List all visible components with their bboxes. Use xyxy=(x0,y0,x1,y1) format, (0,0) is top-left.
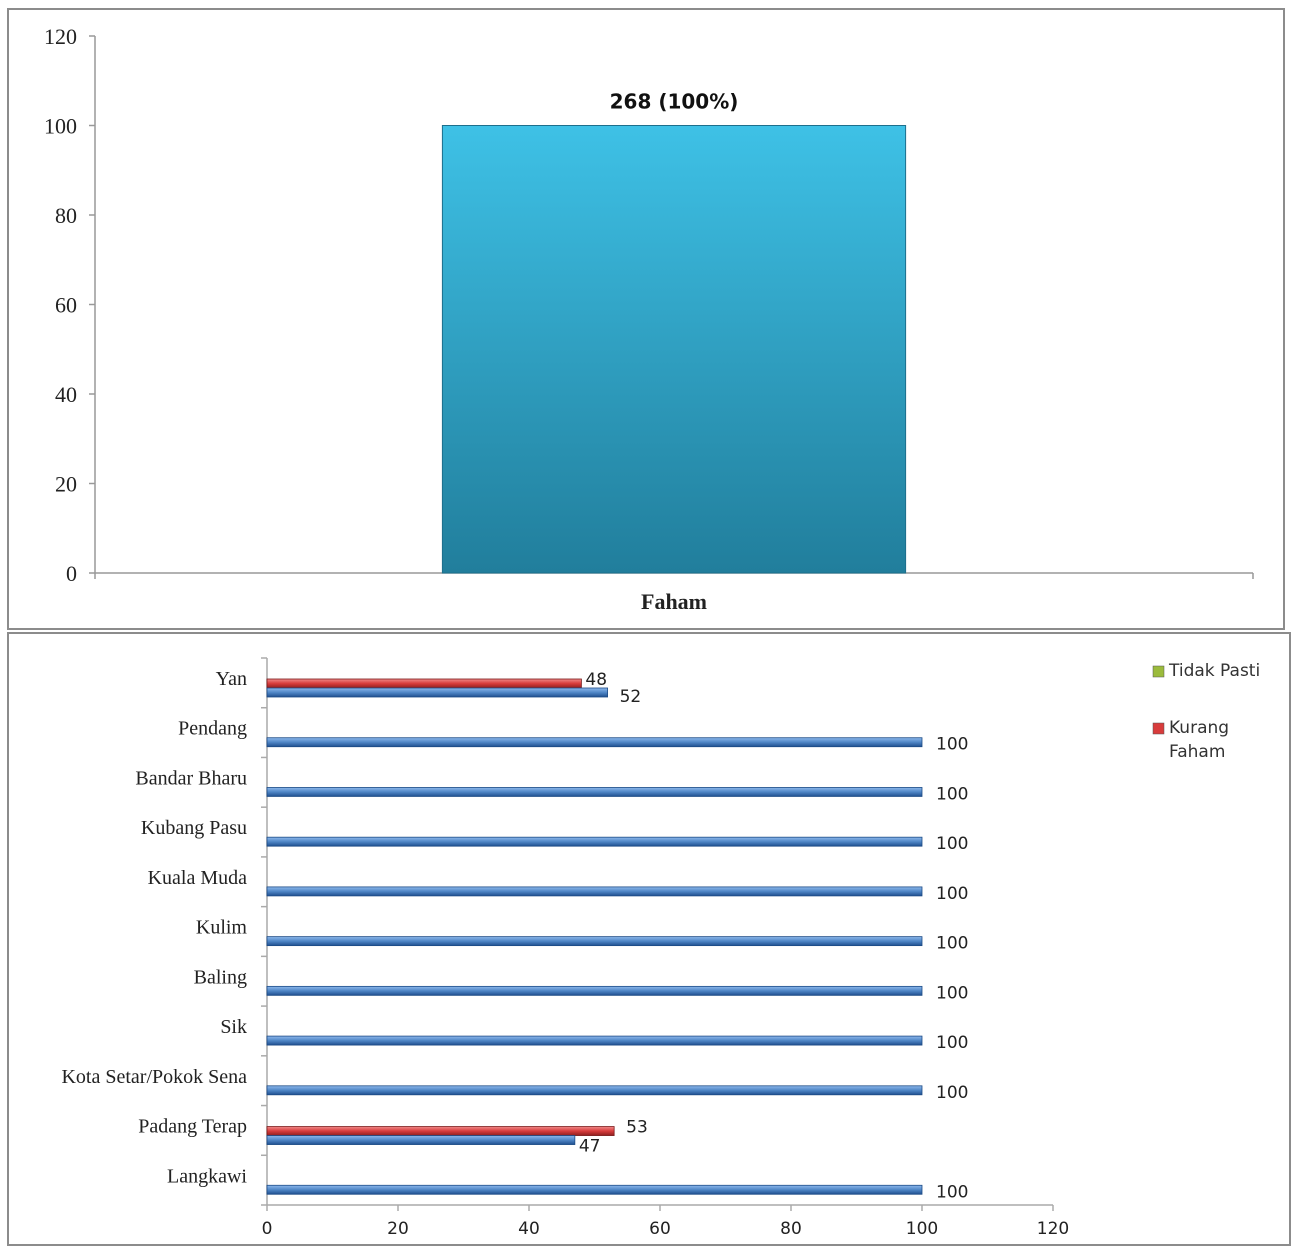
y-category-label: Bandar Bharu xyxy=(135,767,247,789)
bar-faham xyxy=(441,125,907,574)
bar-kurang-faham xyxy=(266,1126,615,1136)
bar-faham xyxy=(266,1184,923,1195)
bar-kurang-faham xyxy=(266,678,582,689)
x-tick-label: 120 xyxy=(1037,1219,1069,1239)
bar-faham xyxy=(266,1035,923,1046)
legend-swatch xyxy=(1152,665,1165,678)
bar-faham xyxy=(266,936,923,947)
data-label: 100 xyxy=(936,834,968,854)
bar-faham xyxy=(266,886,923,897)
y-category-label: Kota Setar/Pokok Sena xyxy=(61,1066,247,1088)
top-chart-panel: 0 20 40 60 80 100 120 268 (100%) Faham xyxy=(7,8,1285,630)
bar-faham xyxy=(266,737,923,748)
data-label: 268 (100%) xyxy=(610,90,739,114)
x-tick-label: 60 xyxy=(649,1219,671,1239)
data-label: 100 xyxy=(936,983,968,1003)
y-category-label: Langkawi xyxy=(167,1165,247,1187)
y-tick-label: 100 xyxy=(44,114,77,139)
bar-faham xyxy=(266,836,923,847)
y-tick-label: 20 xyxy=(55,472,77,497)
x-category-label: Faham xyxy=(641,589,707,614)
y-tick-label: 60 xyxy=(55,293,77,318)
y-category-label: Kulim xyxy=(196,917,248,939)
top-bar-chart: 0 20 40 60 80 100 120 268 (100%) Faham xyxy=(44,24,1254,614)
y-tick-label: 80 xyxy=(55,203,77,228)
y-category-label: Kubang Pasu xyxy=(141,817,247,839)
y-tick-label: 120 xyxy=(44,24,77,49)
bottom-chart-panel: 0 20 40 60 80 100 120 Yan 48 52 Pendang 100 Bandar B… xyxy=(7,632,1291,1246)
x-tick-label: 0 xyxy=(262,1219,273,1239)
legend-label: Tidak Pasti xyxy=(1168,661,1260,681)
bottom-bar-chart: 0 20 40 60 80 100 120 Yan 48 52 Pendang 100 Bandar B… xyxy=(61,657,1260,1239)
data-label: 100 xyxy=(936,1083,968,1103)
bar-faham xyxy=(266,687,609,698)
data-label: 100 xyxy=(936,1033,968,1053)
y-tick-label: 0 xyxy=(66,561,77,586)
x-tick-label: 20 xyxy=(387,1219,409,1239)
data-label: 100 xyxy=(936,884,968,904)
y-tick-label: 40 xyxy=(55,382,77,407)
data-label: 52 xyxy=(620,687,642,707)
y-category-label: Yan xyxy=(216,668,247,690)
y-category-label: Kuala Muda xyxy=(148,867,248,889)
legend-label-line: Kurang xyxy=(1169,718,1229,738)
y-category-label: Baling xyxy=(194,966,247,988)
y-category-label: Sik xyxy=(220,1016,247,1038)
legend-label-line: Faham xyxy=(1169,742,1225,762)
data-label: 48 xyxy=(585,670,607,690)
data-label: 100 xyxy=(936,1182,968,1202)
legend-swatch xyxy=(1152,722,1165,735)
bar-faham xyxy=(266,787,923,797)
data-label: 100 xyxy=(936,784,968,804)
data-label: 47 xyxy=(579,1137,601,1157)
x-tick-label: 80 xyxy=(780,1219,802,1239)
data-label: 100 xyxy=(936,934,968,954)
x-tick-label: 100 xyxy=(906,1219,938,1239)
bar-faham xyxy=(266,1135,576,1145)
data-label: 53 xyxy=(626,1118,648,1138)
data-label: 100 xyxy=(936,735,968,755)
bar-faham xyxy=(266,1085,923,1096)
x-tick-label: 40 xyxy=(518,1219,540,1239)
y-category-label: Padang Terap xyxy=(138,1116,247,1138)
bar-faham xyxy=(266,985,923,996)
y-category-label: Pendang xyxy=(178,718,247,740)
